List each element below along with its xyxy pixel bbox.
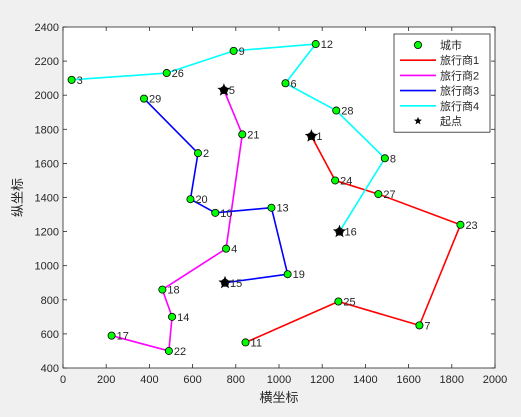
x-tick-label: 800 bbox=[227, 374, 245, 386]
ticks-layer: 0 200 400 600 800 1000 1200 1400 1600 1800 2000400… bbox=[35, 22, 508, 386]
city-point-6 bbox=[281, 79, 290, 88]
city-label-4: 4 bbox=[231, 244, 237, 256]
legend-label: 旅行商3 bbox=[440, 84, 479, 98]
city-point-12 bbox=[311, 40, 320, 49]
city-label-1: 1 bbox=[316, 131, 322, 143]
start-point-1 bbox=[304, 129, 319, 142]
city-point-27 bbox=[374, 190, 383, 199]
x-tick-label: 1000 bbox=[267, 374, 291, 386]
city-point-2 bbox=[193, 149, 202, 158]
start-point-4 bbox=[332, 224, 347, 238]
city-point-24 bbox=[331, 176, 340, 185]
city-point-26 bbox=[162, 69, 171, 78]
legend-marker-city bbox=[413, 41, 422, 50]
city-label-19: 19 bbox=[293, 269, 305, 281]
city-point-21 bbox=[238, 130, 247, 139]
y-tick-label: 2200 bbox=[35, 56, 59, 68]
city-point-28 bbox=[332, 106, 341, 115]
start-point-2 bbox=[217, 83, 231, 96]
city-labels-layer: 1234567891011121314151617181920212223242… bbox=[77, 39, 478, 358]
city-point-4 bbox=[222, 244, 231, 253]
city-point-9 bbox=[229, 46, 238, 55]
legend-label: 旅行商2 bbox=[440, 68, 479, 82]
city-label-13: 13 bbox=[276, 203, 288, 215]
y-axis-title: 纵坐标 bbox=[10, 178, 25, 217]
city-label-11: 11 bbox=[251, 337, 262, 349]
city-label-18: 18 bbox=[167, 285, 179, 297]
city-point-29 bbox=[139, 94, 148, 103]
city-point-25 bbox=[334, 297, 343, 306]
city-point-10 bbox=[211, 208, 220, 217]
city-point-7 bbox=[415, 321, 424, 330]
city-label-5: 5 bbox=[229, 85, 235, 97]
city-label-25: 25 bbox=[343, 297, 355, 309]
city-point-18 bbox=[158, 285, 167, 294]
y-tick-label: 1000 bbox=[35, 261, 59, 273]
city-label-10: 10 bbox=[220, 208, 232, 220]
y-tick-label: 2400 bbox=[35, 22, 59, 34]
x-tick-label: 200 bbox=[97, 374, 115, 386]
x-axis-title: 横坐标 bbox=[259, 390, 298, 405]
city-label-2: 2 bbox=[203, 148, 209, 160]
y-tick-label: 1200 bbox=[35, 227, 59, 239]
y-tick-label: 600 bbox=[41, 329, 59, 341]
x-tick-label: 0 bbox=[60, 374, 66, 386]
city-label-8: 8 bbox=[390, 153, 396, 165]
city-label-15: 15 bbox=[230, 278, 242, 290]
y-tick-label: 1800 bbox=[35, 124, 59, 136]
start-points-layer bbox=[217, 83, 347, 289]
city-label-6: 6 bbox=[290, 78, 296, 90]
legend-label: 起点 bbox=[440, 115, 462, 128]
x-tick-label: 1200 bbox=[310, 374, 334, 386]
x-tick-label: 2000 bbox=[483, 374, 507, 386]
city-point-17 bbox=[107, 331, 116, 340]
city-point-11 bbox=[241, 338, 250, 347]
x-tick-label: 400 bbox=[140, 374, 158, 386]
city-point-23 bbox=[456, 220, 465, 229]
city-label-14: 14 bbox=[177, 312, 189, 324]
city-point-3 bbox=[67, 75, 76, 84]
city-label-23: 23 bbox=[465, 220, 477, 232]
city-label-26: 26 bbox=[172, 68, 184, 80]
route-series-4 bbox=[71, 43, 386, 233]
y-tick-label: 400 bbox=[41, 363, 59, 375]
city-point-20 bbox=[186, 195, 195, 204]
city-label-20: 20 bbox=[195, 194, 207, 206]
y-tick-label: 1400 bbox=[35, 193, 59, 205]
city-label-16: 16 bbox=[344, 227, 356, 239]
legend-label: 城市 bbox=[440, 38, 462, 52]
legend-marker-start bbox=[414, 116, 422, 125]
legend-label: 旅行商1 bbox=[440, 53, 479, 67]
x-tick-label: 600 bbox=[183, 374, 201, 386]
city-label-3: 3 bbox=[77, 75, 83, 87]
city-label-27: 27 bbox=[383, 189, 395, 201]
city-label-17: 17 bbox=[117, 331, 129, 343]
city-label-12: 12 bbox=[321, 39, 333, 51]
legend-box bbox=[393, 33, 491, 133]
city-label-28: 28 bbox=[341, 106, 353, 118]
city-label-22: 22 bbox=[174, 346, 186, 358]
city-point-13 bbox=[267, 203, 276, 212]
y-tick-label: 1600 bbox=[35, 158, 59, 170]
city-label-29: 29 bbox=[149, 94, 161, 106]
city-label-9: 9 bbox=[239, 46, 245, 58]
y-tick-label: 800 bbox=[41, 295, 59, 307]
city-label-7: 7 bbox=[424, 320, 430, 332]
city-point-8 bbox=[380, 154, 389, 163]
x-tick-label: 1400 bbox=[353, 374, 377, 386]
legend-label: 旅行商4 bbox=[440, 99, 479, 113]
x-tick-label: 1600 bbox=[396, 374, 420, 386]
city-point-19 bbox=[283, 270, 292, 279]
x-tick-label: 1800 bbox=[440, 374, 464, 386]
y-tick-label: 2000 bbox=[35, 90, 59, 102]
city-point-14 bbox=[168, 312, 177, 321]
city-point-22 bbox=[164, 346, 173, 355]
city-label-24: 24 bbox=[340, 175, 352, 187]
start-point-3 bbox=[218, 275, 232, 289]
city-label-21: 21 bbox=[247, 129, 259, 141]
